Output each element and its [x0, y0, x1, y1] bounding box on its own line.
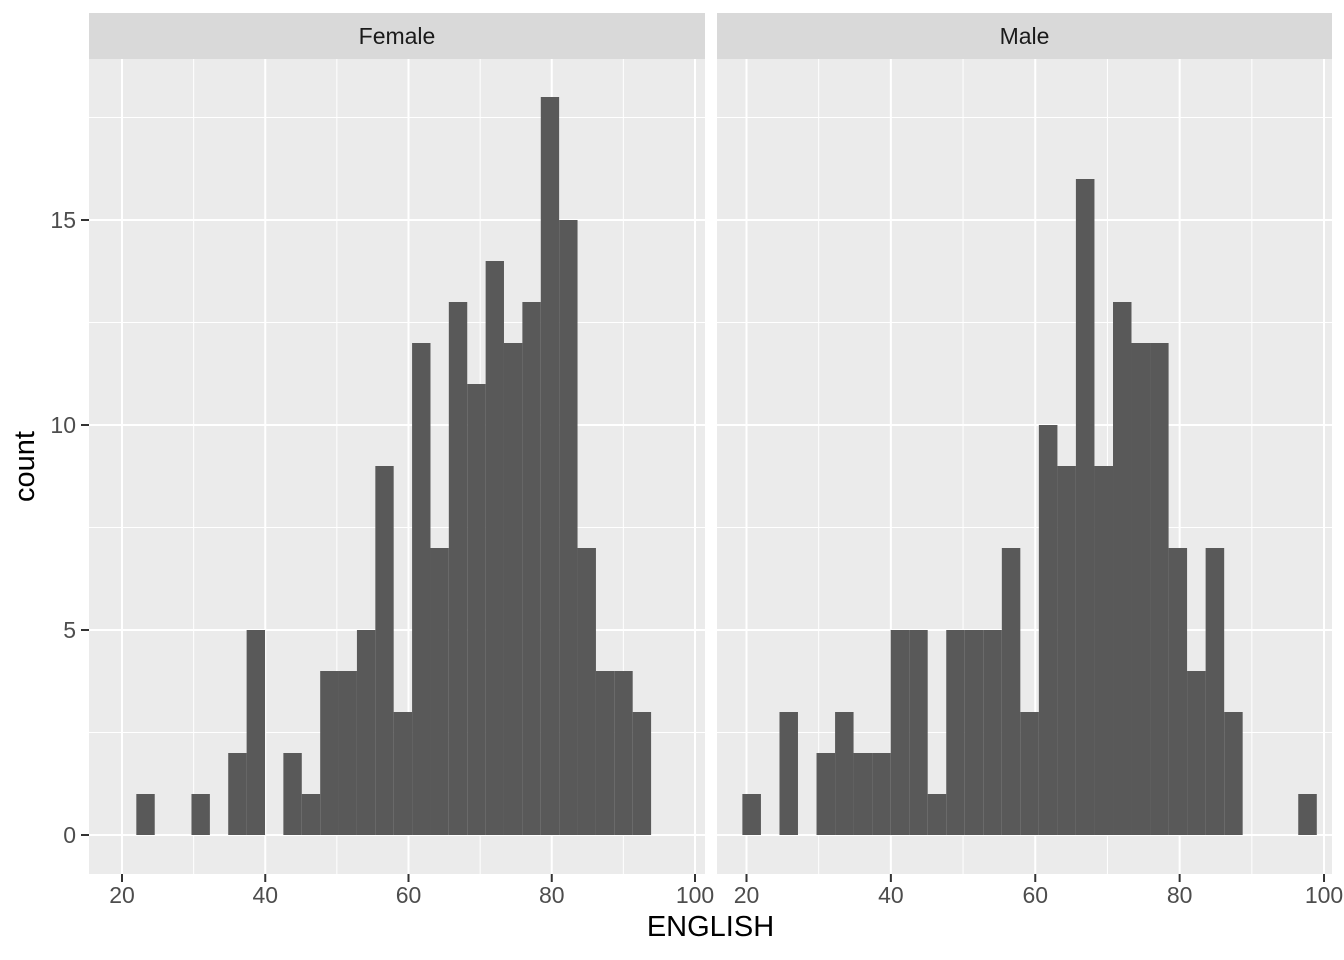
x-tick-label: 20 [734, 882, 760, 908]
histogram-bar [1298, 794, 1317, 835]
y-tick-label: 10 [50, 412, 76, 438]
x-tick-label: 80 [1167, 882, 1193, 908]
histogram-bar [742, 794, 761, 835]
histogram-bar [467, 384, 486, 835]
histogram-bar [890, 630, 910, 835]
x-tick-label: 80 [539, 882, 565, 908]
x-tick-label: 20 [109, 882, 135, 908]
histogram-bar [503, 343, 523, 835]
x-tick-label: 60 [396, 882, 422, 908]
axis-ticks-layer: 20 40 60 80 100 20 40 60 80 100 0 5 10 15 [50, 207, 1343, 908]
histogram-bar [946, 630, 965, 835]
histogram-bar [540, 97, 560, 835]
histogram-bar [577, 548, 596, 835]
histogram-bar [835, 712, 854, 835]
histogram-bar [393, 712, 413, 835]
x-tick-label: 100 [1305, 882, 1343, 908]
histogram-bar [485, 261, 504, 835]
histogram-bar [246, 630, 266, 835]
histogram-bars-male [742, 179, 1317, 835]
histogram-bar [228, 753, 247, 835]
histogram-bar [1131, 343, 1151, 835]
y-tick-label: 5 [63, 617, 76, 643]
histogram-bar [1038, 425, 1058, 835]
histogram-bars-female [136, 97, 652, 835]
x-tick-label: 60 [1022, 882, 1048, 908]
histogram-bar [964, 630, 984, 835]
histogram-bar [816, 753, 836, 835]
histogram-bar [853, 753, 873, 835]
x-axis-title: ENGLISH [647, 911, 774, 943]
y-axis-title: count [9, 431, 41, 502]
histogram-bar [983, 630, 1002, 835]
facet-label-male: Male [1000, 23, 1050, 49]
histogram-bar [614, 671, 633, 835]
histogram-bar [927, 794, 947, 835]
histogram-bar [412, 343, 431, 835]
histogram-bar [559, 220, 578, 835]
histogram-bar [1187, 671, 1206, 835]
x-tick-label: 40 [878, 882, 904, 908]
histogram-bar [356, 630, 376, 835]
histogram-bar [375, 466, 394, 835]
histogram-bar [1113, 302, 1132, 835]
histogram-bar [522, 302, 541, 835]
histogram-bar [1224, 712, 1243, 835]
x-tick-label: 40 [252, 882, 278, 908]
histogram-bar [430, 548, 449, 835]
histogram-bar [1150, 343, 1169, 835]
x-tick-label: 100 [676, 882, 714, 908]
histogram-bar [1075, 179, 1095, 835]
y-tick-label: 15 [50, 207, 76, 233]
facet-strip-male [717, 13, 1332, 59]
histogram-bar [448, 302, 468, 835]
histogram-bar [872, 753, 891, 835]
histogram-bar [283, 753, 302, 835]
histogram-bar [301, 794, 321, 835]
facet-strip-female [89, 13, 705, 59]
histogram-bar [338, 671, 357, 835]
panels-layer [89, 59, 1332, 874]
facet-label-female: Female [359, 23, 436, 49]
histogram-bar [779, 712, 798, 835]
panel-female [89, 59, 705, 874]
histogram-bar [136, 794, 155, 835]
histogram-bar [1057, 466, 1076, 835]
histogram-bar [1001, 548, 1021, 835]
histogram-bar [595, 671, 615, 835]
panel-male [717, 59, 1332, 874]
histogram-bar [909, 630, 928, 835]
y-tick-label: 0 [63, 822, 76, 848]
histogram-bar [1094, 466, 1114, 835]
histogram-bar [1205, 548, 1225, 835]
histogram-bar [632, 712, 652, 835]
histogram-bar [191, 794, 210, 835]
histogram-bar [1168, 548, 1188, 835]
histogram-bar [1020, 712, 1039, 835]
histogram-bar [320, 671, 339, 835]
